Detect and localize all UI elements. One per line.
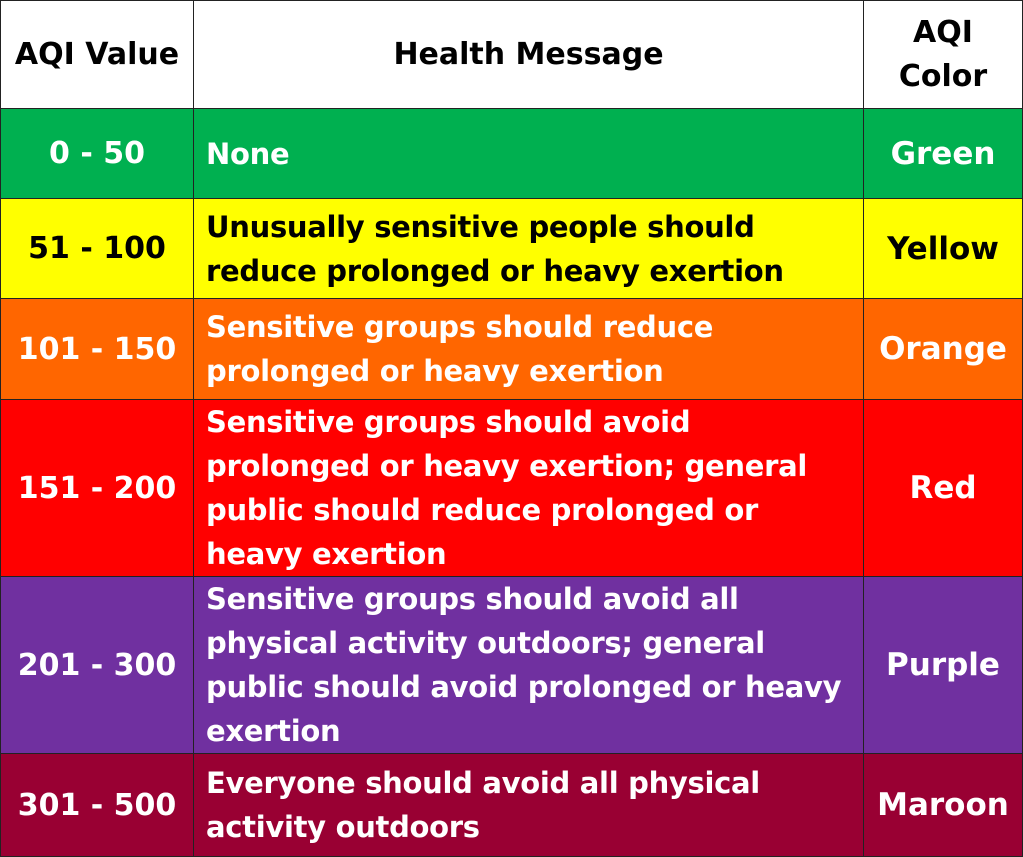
aqi-range-cell: 51 - 100: [0, 198, 194, 299]
table-row-green: 0 - 50 None Green: [0, 108, 1023, 199]
header-aqi-value: AQI Value: [0, 0, 194, 109]
table-header-row: AQI Value Health Message AQI Color: [0, 0, 1023, 109]
aqi-range-cell: 201 - 300: [0, 576, 194, 754]
aqi-color-cell: Orange: [863, 298, 1023, 400]
health-message-cell: Everyone should avoid all physical activ…: [193, 753, 864, 857]
header-aqi-color: AQI Color: [863, 0, 1023, 109]
health-message-cell: None: [193, 108, 864, 199]
table-row-maroon: 301 - 500 Everyone should avoid all phys…: [0, 753, 1023, 857]
aqi-range-cell: 101 - 150: [0, 298, 194, 400]
aqi-color-cell: Green: [863, 108, 1023, 199]
health-message-cell: Sensitive groups should reduce prolonged…: [193, 298, 864, 400]
aqi-color-cell: Yellow: [863, 198, 1023, 299]
health-message-cell: Sensitive groups should avoid all physic…: [193, 576, 864, 754]
header-aqi-color-line1: AQI: [913, 14, 973, 50]
aqi-range-cell: 0 - 50: [0, 108, 194, 199]
header-health-message: Health Message: [193, 0, 864, 109]
table-row-red: 151 - 200 Sensitive groups should avoid …: [0, 399, 1023, 577]
health-message-cell: Sensitive groups should avoid prolonged …: [193, 399, 864, 577]
table-row-yellow: 51 - 100 Unusually sensitive people shou…: [0, 198, 1023, 299]
aqi-range-cell: 151 - 200: [0, 399, 194, 577]
aqi-color-cell: Maroon: [863, 753, 1023, 857]
header-aqi-color-line2: Color: [898, 58, 988, 94]
aqi-color-cell: Purple: [863, 576, 1023, 754]
table-row-purple: 201 - 300 Sensitive groups should avoid …: [0, 576, 1023, 754]
health-message-cell: Unusually sensitive people should reduce…: [193, 198, 864, 299]
aqi-color-cell: Red: [863, 399, 1023, 577]
table-row-orange: 101 - 150 Sensitive groups should reduce…: [0, 298, 1023, 400]
aqi-range-cell: 301 - 500: [0, 753, 194, 857]
